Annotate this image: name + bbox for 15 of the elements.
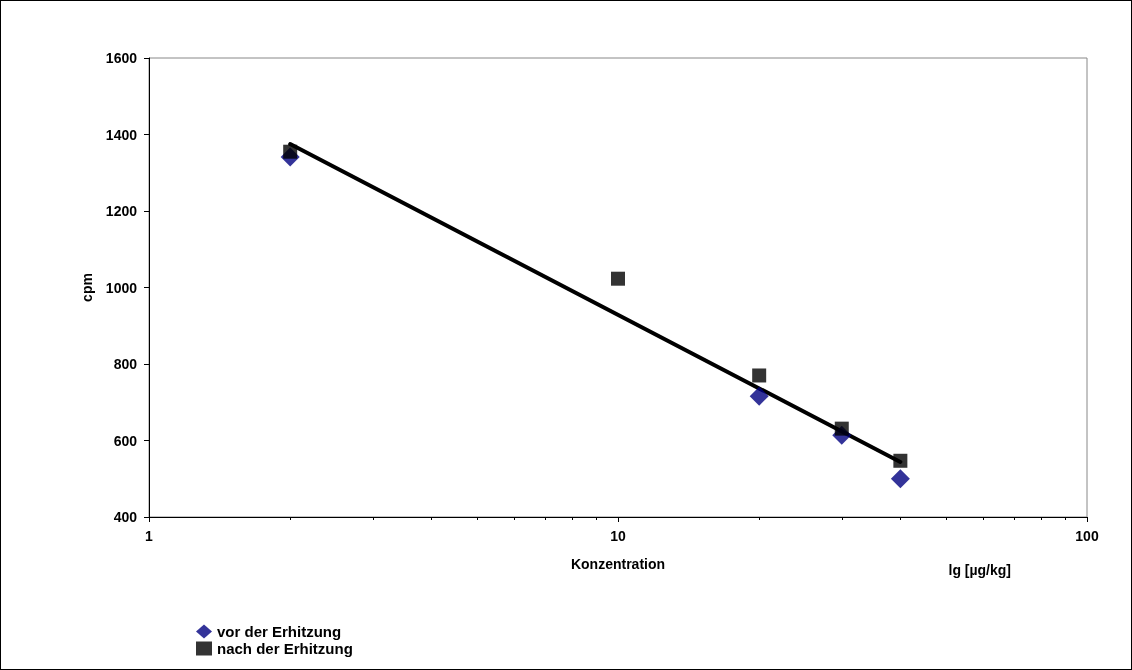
y-tick-label: 1000: [105, 279, 138, 296]
y-tick-label: 1400: [105, 126, 138, 143]
legend-label: vor der Erhitzung: [217, 623, 342, 640]
legend-label: nach der Erhitzung: [217, 640, 353, 657]
x-tick-label: 100: [1075, 528, 1099, 544]
y-tick-label: 1600: [105, 50, 138, 66]
x-axis-title: Konzentration: [570, 556, 666, 572]
y-axis-title: cpm: [79, 273, 95, 302]
x-tick-label: 10: [610, 528, 626, 544]
y-tick-label: 600: [113, 432, 138, 449]
text: lg [µg/kg]: [948, 562, 1012, 578]
y-tick-label: 800: [113, 356, 138, 372]
x-tick-label: 1: [145, 528, 154, 544]
y-tick-label: 400: [113, 509, 138, 525]
y-tick-label: 1200: [105, 203, 138, 219]
